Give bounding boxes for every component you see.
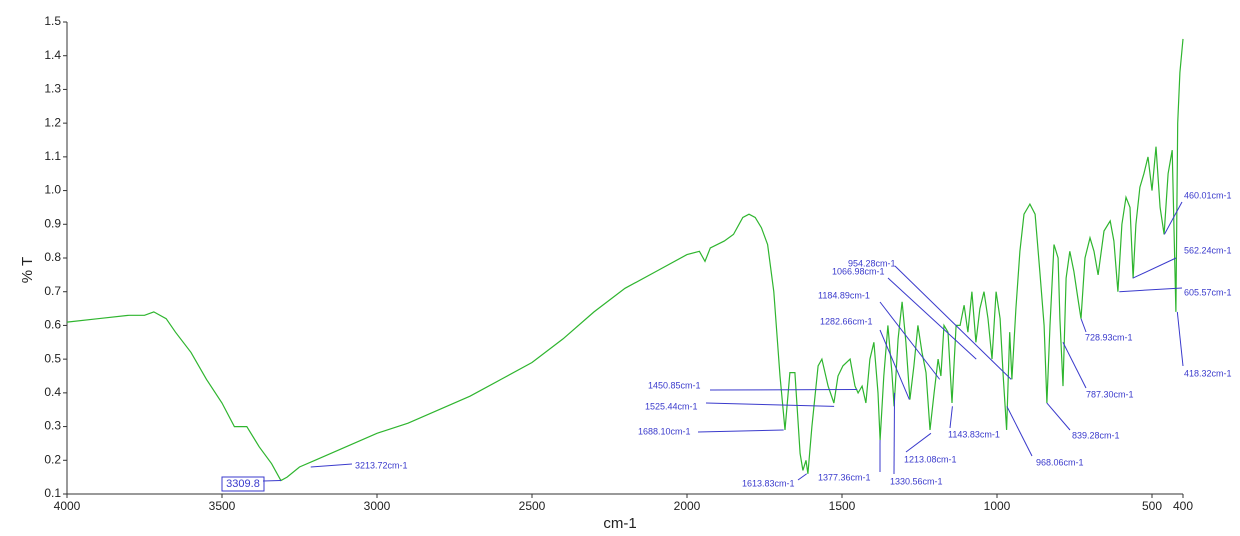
annotation-label: 418.32cm-1	[1184, 368, 1232, 378]
annotation-label: 1066.98cm-1	[832, 266, 885, 276]
annotation-label: 3309.8	[226, 478, 260, 490]
y-tick-label: 0.8	[44, 250, 61, 264]
x-tick-label: 3500	[209, 499, 236, 513]
annotation-leader	[797, 473, 808, 481]
annotation-label: 1282.66cm-1	[820, 316, 873, 326]
x-tick-label: 2000	[674, 499, 701, 513]
annotation-leader	[709, 388, 858, 391]
y-tick-label: 0.7	[44, 284, 61, 298]
x-tick-label: 4000	[54, 499, 81, 513]
annotation-leader	[1132, 257, 1177, 279]
annotation-label: 1688.10cm-1	[638, 426, 691, 436]
annotation-leader	[697, 429, 784, 433]
annotation-leader	[879, 329, 910, 400]
annotation-label: 954.28cm-1	[848, 258, 896, 268]
annotation-leader	[1119, 287, 1183, 293]
y-tick-label: 1.0	[44, 183, 61, 197]
y-axis-title: % T	[19, 257, 36, 283]
annotation-label: 1525.44cm-1	[645, 401, 698, 411]
annotation-label: 1377.36cm-1	[818, 472, 871, 482]
x-tick-label: 500	[1142, 499, 1162, 513]
annotation-leader	[1176, 311, 1184, 367]
y-tick-label: 0.9	[44, 216, 61, 230]
annotation-label: 1613.83cm-1	[742, 478, 795, 488]
annotation-leader	[705, 402, 835, 407]
annotation-label: 968.06cm-1	[1036, 457, 1084, 467]
x-tick-label: 1500	[829, 499, 856, 513]
annotation-leader	[887, 277, 977, 360]
annotation-leader	[1046, 402, 1071, 431]
y-tick-label: 0.6	[44, 318, 61, 332]
annotation-label: 1450.85cm-1	[648, 380, 701, 390]
y-tick-label: 1.2	[44, 115, 61, 129]
y-tick-label: 1.1	[44, 149, 61, 163]
x-tick-label: 1000	[984, 499, 1011, 513]
annotation-leader	[1062, 342, 1087, 389]
y-tick-label: 1.4	[44, 48, 61, 62]
annotation-label: 1213.08cm-1	[904, 454, 957, 464]
annotation-leader	[905, 432, 932, 453]
y-tick-label: 0.2	[44, 452, 61, 466]
annotation-label: 460.01cm-1	[1184, 190, 1232, 200]
x-tick-label: 400	[1173, 499, 1193, 513]
annotation-label: 562.24cm-1	[1184, 245, 1232, 255]
y-tick-label: 0.4	[44, 385, 61, 399]
annotation-label: 1143.83cm-1	[948, 429, 1000, 439]
spectrum-line	[66, 38, 1184, 482]
annotation-leader	[310, 463, 353, 468]
annotation-leader	[879, 301, 941, 380]
y-tick-label: 1.5	[44, 14, 61, 28]
annotation-label: 1330.56cm-1	[890, 476, 943, 486]
annotation-label: 3213.72cm-1	[355, 460, 408, 470]
annotation-leader	[1080, 318, 1087, 333]
x-axis-title: cm-1	[603, 515, 636, 532]
annotation-label: 1184.89cm-1	[818, 290, 870, 300]
annotation-leader	[893, 392, 896, 475]
x-tick-label: 3000	[364, 499, 391, 513]
annotation-box	[221, 476, 265, 492]
annotation-label: 839.28cm-1	[1072, 430, 1120, 440]
annotation-label: 728.93cm-1	[1085, 332, 1133, 342]
y-tick-label: 0.3	[44, 419, 61, 433]
annotation-leader	[1163, 201, 1183, 235]
annotation-leader	[894, 265, 1012, 380]
x-tick-label: 2500	[519, 499, 546, 513]
y-tick-label: 0.5	[44, 351, 61, 365]
annotation-label: 605.57cm-1	[1184, 287, 1232, 297]
y-tick-label: 1.3	[44, 82, 61, 96]
annotation-leader	[949, 406, 953, 429]
annotation-label: 787.30cm-1	[1086, 389, 1134, 399]
y-tick-label: 0.1	[44, 486, 61, 500]
annotation-leader	[1006, 406, 1033, 457]
